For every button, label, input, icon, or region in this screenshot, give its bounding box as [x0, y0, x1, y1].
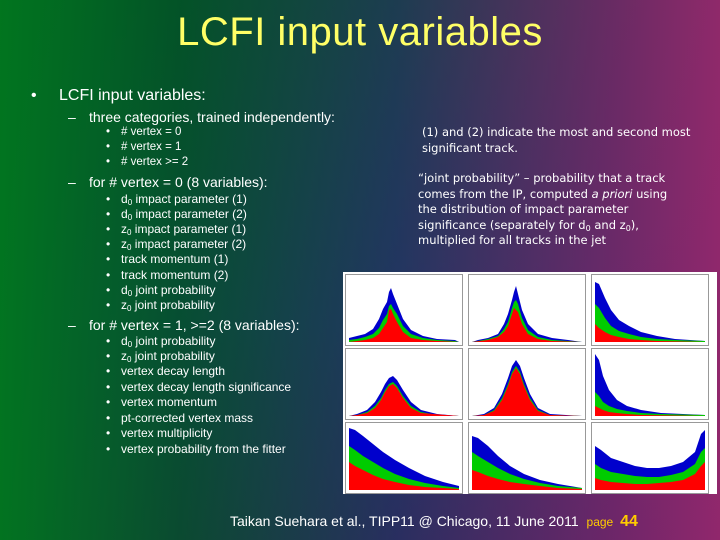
variable-item: d0 impact parameter (1)	[121, 192, 247, 207]
histogram-plot	[468, 348, 586, 420]
page-label: page	[586, 515, 614, 529]
histogram-plot	[345, 348, 463, 420]
bullet-icon: •	[106, 334, 111, 348]
dash-icon: –	[68, 174, 76, 190]
bullet-icon: •	[106, 426, 111, 440]
track-note: (1) and (2) indicate the most and second…	[422, 125, 691, 155]
variable-item: vertex decay length significance	[121, 380, 292, 394]
histogram-plot	[468, 274, 586, 346]
bullet-icon: •	[106, 126, 111, 138]
bullet-icon: •	[106, 380, 111, 394]
bullet-icon: •	[106, 141, 111, 153]
bullet-icon: •	[31, 87, 37, 104]
joint-probability-note: “joint probability” – probability that a…	[418, 171, 668, 247]
bullet-icon: •	[106, 395, 111, 409]
bullet-icon: •	[106, 207, 111, 221]
variable-item: z0 joint probability	[121, 349, 215, 364]
vertex0-heading: for # vertex = 0 (8 variables):	[89, 174, 268, 190]
vertex1-heading: for # vertex = 1, >=2 (8 variables):	[89, 317, 300, 333]
variable-item: d0 joint probability	[121, 334, 216, 349]
footer: Taikan Suehara et al., TIPP11 @ Chicago,…	[230, 513, 638, 531]
dash-icon: –	[68, 109, 76, 125]
histogram-plot	[345, 422, 463, 494]
bullet-icon: •	[106, 364, 111, 378]
page-number: 44	[620, 513, 638, 530]
category-item: # vertex = 1	[121, 141, 182, 153]
bullet-icon: •	[106, 283, 111, 297]
bullet-icon: •	[106, 252, 111, 266]
bullet-icon: •	[106, 411, 111, 425]
histogram-panel	[343, 272, 717, 494]
variable-item: z0 impact parameter (2)	[121, 237, 247, 252]
categories-intro: three categories, trained independently:	[89, 109, 335, 125]
histogram-plot	[591, 422, 709, 494]
variable-item: d0 joint probability	[121, 283, 216, 298]
variable-item: track momentum (1)	[121, 252, 229, 266]
bullet-icon: •	[106, 349, 111, 363]
variable-item: z0 impact parameter (1)	[121, 222, 247, 237]
histogram-plot	[345, 274, 463, 346]
bullet-icon: •	[106, 156, 111, 168]
category-item: # vertex = 0	[121, 126, 182, 138]
variable-item: pt-corrected vertex mass	[121, 411, 254, 425]
variable-item: z0 joint probability	[121, 298, 215, 313]
variable-item: vertex momentum	[121, 395, 218, 409]
main-heading: LCFI input variables:	[59, 87, 206, 104]
bullet-icon: •	[106, 298, 111, 312]
bullet-icon: •	[106, 192, 111, 206]
bullet-icon: •	[106, 237, 111, 251]
histogram-plot	[591, 348, 709, 420]
variable-item: d0 impact parameter (2)	[121, 207, 247, 222]
slide-title: LCFI input variables	[177, 10, 543, 54]
bullet-icon: •	[106, 442, 111, 456]
bullet-icon: •	[106, 268, 111, 282]
category-item: # vertex >= 2	[121, 156, 189, 168]
variable-item: vertex probability from the fitter	[121, 442, 286, 456]
variable-item: vertex decay length	[121, 364, 226, 378]
footer-citation: Taikan Suehara et al., TIPP11 @ Chicago,…	[230, 513, 579, 529]
bullet-icon: •	[106, 222, 111, 236]
variable-item: vertex multiplicity	[121, 426, 213, 440]
histogram-plot	[468, 422, 586, 494]
dash-icon: –	[68, 317, 76, 333]
variable-item: track momentum (2)	[121, 268, 229, 282]
histogram-plot	[591, 274, 709, 346]
